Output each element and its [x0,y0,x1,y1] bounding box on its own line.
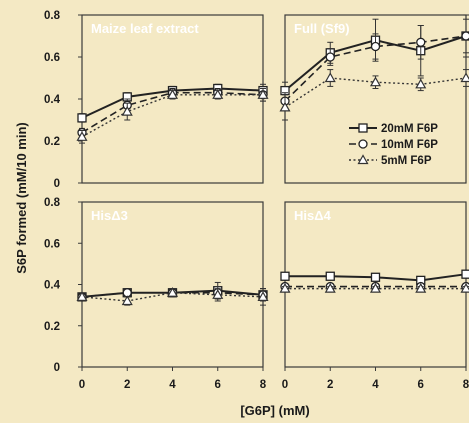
marker-square [326,272,334,280]
y-tick-label: 0.2 [44,136,60,148]
y-tick-label: 0.8 [44,197,61,209]
x-tick-label: 6 [418,379,424,391]
x-tick-label: 0 [282,379,288,391]
legend-label: 5mM F6P [381,155,432,167]
x-tick-label: 6 [215,379,221,391]
x-axis-label: [G6P] (mM) [240,403,309,418]
marker-square [359,124,367,132]
marker-square [462,270,469,278]
x-tick-label: 0 [79,379,85,391]
x-tick-label: 2 [124,379,130,391]
marker-triangle [326,74,335,82]
panel-title: Full (Sf9) [294,21,350,36]
panel-1: 0 0.2 0.4 0.6 0.8 Maize leaf extract [44,10,268,190]
panel-3: 0 0.2 0.4 0.6 0.8 0 2 4 6 8 HisΔ3 [44,197,268,391]
x-tick-label: 8 [260,379,267,391]
y-tick-label: 0.8 [44,10,61,22]
legend-label: 20mM F6P [381,123,438,135]
marker-circle [326,53,334,61]
x-tick-label: 2 [327,379,333,391]
marker-circle [462,32,469,40]
marker-triangle [416,80,425,88]
y-tick-label: 0.6 [44,238,60,250]
panel-frame [82,202,263,367]
panel-4: 0 2 4 6 8 HisΔ4 [281,202,469,391]
panel-title: HisΔ3 [91,208,128,223]
marker-circle [372,43,380,51]
marker-square [281,272,289,280]
y-tick-label: 0 [54,178,60,190]
y-tick-label: 0.2 [44,321,60,333]
y-tick-label: 0 [54,362,60,374]
panel-title: Maize leaf extract [91,21,199,36]
legend-label: 10mM F6P [381,139,438,151]
panel-2: Full (Sf9) 20mM F6P 10mM F6P 5mM F6P [281,15,469,183]
marker-square [78,114,86,122]
y-axis-label: S6P formed (mM/10 min) [14,122,29,273]
marker-square [372,273,380,281]
marker-triangle [462,74,469,82]
x-tick-label: 4 [169,379,176,391]
y-tick-label: 0.6 [44,52,60,64]
marker-circle [417,38,425,46]
marker-circle [359,140,367,148]
y-tick-label: 0.4 [44,94,61,106]
legend: 20mM F6P 10mM F6P 5mM F6P [349,123,438,167]
y-tick-label: 0.4 [44,280,61,292]
panel-title: HisΔ4 [294,208,332,223]
x-tick-label: 8 [463,379,469,391]
series-line [82,95,263,137]
x-tick-label: 4 [372,379,379,391]
